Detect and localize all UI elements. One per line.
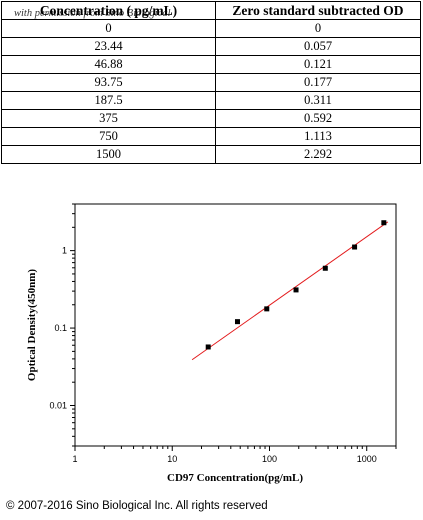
header-concentration-label: Concentration ( pg/mL): [39, 3, 178, 18]
cell-concentration: 23.44: [1, 37, 216, 56]
cell-od: 0.177: [215, 73, 421, 92]
table-row: 23.44 0.057: [1, 37, 421, 56]
header-od: Zero standard subtracted OD: [215, 1, 421, 20]
copyright-notice: © 2007-2016 Sino Biological Inc. All rig…: [6, 500, 268, 512]
header-concentration: with permission from Sino Biological Con…: [1, 1, 216, 20]
plot-frame: [74, 203, 397, 447]
cell-od: 0: [215, 19, 421, 38]
data-point: [264, 306, 270, 312]
data-point: [234, 319, 240, 325]
table-header-row: with permission from Sino Biological Con…: [1, 1, 421, 20]
cell-od: 0.592: [215, 109, 421, 128]
table-row: 46.88 0.121: [1, 55, 421, 74]
x-axis-label: CD97 Concentration(pg/mL): [167, 472, 303, 484]
table-row: 750 1.113: [1, 127, 421, 146]
cell-od: 0.057: [215, 37, 421, 56]
x-tick-label: 1: [72, 454, 77, 464]
x-tick-label: 1000: [357, 454, 377, 464]
cell-od: 0.121: [215, 55, 421, 74]
y-tick-label: 1: [62, 246, 67, 256]
header-od-label: Zero standard subtracted OD: [232, 3, 404, 18]
cell-concentration: 0: [1, 19, 216, 38]
cell-concentration: 46.88: [1, 55, 216, 74]
data-point: [352, 244, 358, 250]
cell-concentration: 375: [1, 109, 216, 128]
fit-line: [191, 221, 389, 361]
data-point: [322, 265, 328, 271]
standard-curve-chart: 1 10 100 1000 0.01 0.1 1 CD97 Concentration(p…: [26, 203, 397, 484]
table-row: 375 0.592: [1, 109, 421, 128]
cell-concentration: 1500: [1, 145, 216, 164]
y-axis-label: Optical Density(450nm): [26, 269, 38, 381]
cell-od: 2.292: [215, 145, 421, 164]
y-tick-label: 0.01: [49, 401, 67, 411]
y-tick-label: 0.1: [54, 323, 67, 333]
table-row: 1500 2.292: [1, 145, 421, 164]
standard-curve-table: with permission from Sino Biological Con…: [1, 1, 421, 164]
x-tick-label: 10: [167, 454, 177, 464]
x-tick-label: 100: [262, 454, 277, 464]
cell-concentration: 750: [1, 127, 216, 146]
data-point: [205, 344, 211, 350]
table-row: 187.5 0.311: [1, 91, 421, 110]
cell-concentration: 187.5: [1, 91, 216, 110]
table-row: 93.75 0.177: [1, 73, 421, 92]
cell-od: 0.311: [215, 91, 421, 110]
data-point: [293, 287, 299, 293]
data-point: [381, 220, 387, 226]
cell-concentration: 93.75: [1, 73, 216, 92]
cell-od: 1.113: [215, 127, 421, 146]
